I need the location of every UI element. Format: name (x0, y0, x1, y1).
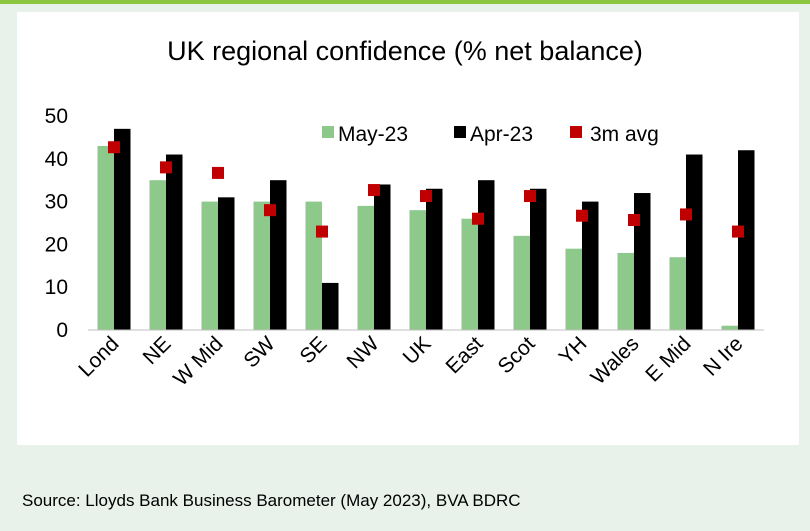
bar-may-23 (97, 145, 114, 330)
bar-may-23 (617, 252, 634, 330)
marker-3m-avg (472, 212, 484, 225)
x-tick-label: East (442, 332, 488, 378)
bar-apr-23 (686, 154, 703, 330)
legend-label: May-23 (338, 123, 408, 146)
x-tick-label: W Mid (169, 332, 227, 390)
marker-3m-avg (576, 209, 588, 222)
bar-apr-23 (634, 193, 651, 330)
bar-apr-23 (374, 184, 391, 330)
marker-3m-avg (680, 208, 692, 221)
legend-label: Apr-23 (470, 123, 533, 146)
marker-3m-avg (420, 190, 432, 203)
bar-may-23 (409, 210, 426, 330)
bar-apr-23 (322, 282, 339, 330)
y-tick-label: 50 (45, 105, 68, 128)
bar-may-23 (461, 218, 478, 330)
bar-apr-23 (218, 197, 235, 330)
source-note: Source: Lloyds Bank Business Barometer (… (22, 491, 521, 510)
marker-3m-avg (732, 225, 744, 238)
marker-3m-avg (368, 184, 380, 197)
x-tick-label: N Ire (699, 332, 747, 380)
top-accent-rule (0, 0, 810, 4)
marker-3m-avg (212, 166, 224, 179)
bar-apr-23 (270, 180, 287, 330)
bar-may-23 (357, 205, 374, 330)
legend-swatch (322, 126, 334, 138)
bar-may-23 (565, 248, 582, 330)
x-tick-label: UK (399, 332, 436, 369)
x-tick-label: Scot (494, 332, 540, 378)
bar-may-23 (149, 180, 166, 330)
bar-apr-23 (426, 188, 443, 330)
bar-may-23 (513, 235, 530, 330)
y-tick-label: 40 (45, 148, 68, 171)
bar-apr-23 (530, 188, 547, 330)
legend-swatch (454, 126, 466, 138)
marker-3m-avg (160, 161, 172, 174)
bar-may-23 (201, 201, 218, 330)
marker-3m-avg (108, 141, 120, 154)
marker-3m-avg (264, 204, 276, 217)
y-tick-label: 20 (45, 233, 68, 256)
legend-swatch (570, 126, 582, 138)
bar-apr-23 (114, 128, 131, 330)
bar-apr-23 (738, 150, 755, 330)
bar-may-23 (305, 201, 322, 330)
legend-label: 3m avg (590, 123, 659, 146)
x-tick-label: SW (239, 332, 279, 372)
chart-title: UK regional confidence (% net balance) (167, 36, 643, 66)
bar-apr-23 (582, 201, 599, 330)
y-tick-label: 10 (45, 276, 68, 299)
bar-may-23 (253, 201, 270, 330)
marker-3m-avg (316, 225, 328, 238)
x-tick-label: E Mid (641, 332, 695, 386)
x-tick-label: SE (295, 332, 331, 368)
bar-may-23 (721, 325, 738, 330)
bar-may-23 (669, 257, 686, 330)
chart-card (17, 12, 799, 445)
x-tick-label: YH (555, 332, 592, 369)
marker-3m-avg (524, 190, 536, 203)
x-tick-label: NE (139, 332, 176, 369)
bar-apr-23 (478, 180, 495, 330)
x-tick-label: NW (343, 332, 384, 373)
x-tick-label: Lond (74, 332, 123, 381)
bar-apr-23 (166, 154, 183, 330)
marker-3m-avg (628, 214, 640, 227)
x-tick-label: Wales (587, 332, 644, 389)
y-tick-label: 0 (56, 319, 68, 342)
y-tick-label: 30 (45, 191, 68, 214)
